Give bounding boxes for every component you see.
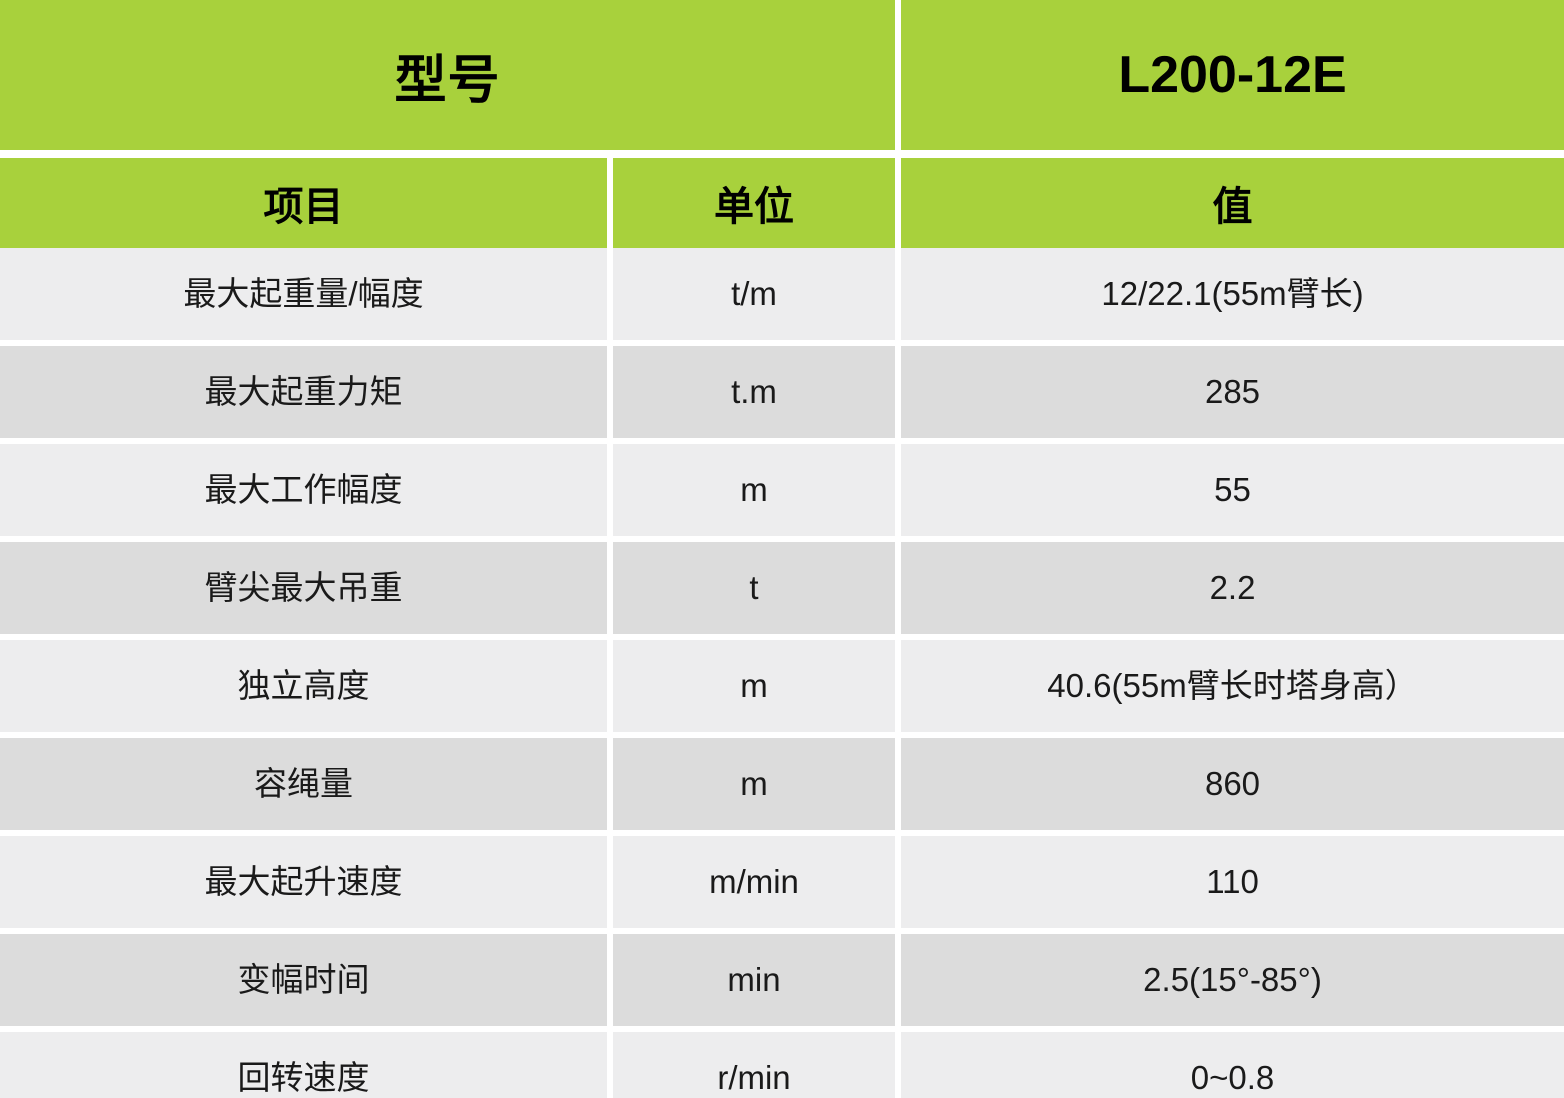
row-unit-cell: m [613, 444, 895, 536]
row-value-cell: 2.5(15°-85°) [901, 934, 1564, 1026]
row-unit-cell: t.m [613, 346, 895, 438]
row-unit-cell: t/m [613, 248, 895, 340]
row-value-cell: 12/22.1(55m臂长) [901, 248, 1564, 340]
table-row: 容绳量 m 860 [0, 738, 1564, 830]
column-header-unit: 单位 [613, 158, 895, 248]
row-item-cell: 最大起升速度 [0, 836, 607, 928]
row-unit-cell: t [613, 542, 895, 634]
table-row: 回转速度 r/min 0~0.8 [0, 1032, 1564, 1098]
row-value-cell: 860 [901, 738, 1564, 830]
row-item-cell: 最大工作幅度 [0, 444, 607, 536]
table-row: 最大起升速度 m/min 110 [0, 836, 1564, 928]
column-header-item: 项目 [0, 158, 607, 248]
model-value-cell: L200-12E [901, 0, 1564, 150]
row-value-cell: 2.2 [901, 542, 1564, 634]
table-row: 最大工作幅度 m 55 [0, 444, 1564, 536]
row-value-cell: 285 [901, 346, 1564, 438]
row-unit-cell: m [613, 640, 895, 732]
model-header-row: 型号 L200-12E [0, 0, 1564, 150]
row-unit-cell: r/min [613, 1032, 895, 1098]
row-unit-cell: m/min [613, 836, 895, 928]
row-value-cell: 0~0.8 [901, 1032, 1564, 1098]
column-header-row: 项目 单位 值 [0, 158, 1564, 248]
row-item-cell: 回转速度 [0, 1032, 607, 1098]
table-row: 最大起重量/幅度 t/m 12/22.1(55m臂长) [0, 248, 1564, 340]
table-body: 最大起重量/幅度 t/m 12/22.1(55m臂长) 最大起重力矩 t.m 285 最大工… [0, 248, 1564, 1098]
row-item-cell: 臂尖最大吊重 [0, 542, 607, 634]
row-unit-cell: min [613, 934, 895, 1026]
row-item-cell: 变幅时间 [0, 934, 607, 1026]
row-unit-cell: m [613, 738, 895, 830]
column-header-value: 值 [901, 158, 1564, 248]
model-label-cell: 型号 [0, 0, 895, 150]
table-row: 独立高度 m 40.6(55m臂长时塔身高） [0, 640, 1564, 732]
row-item-cell: 最大起重量/幅度 [0, 248, 607, 340]
row-item-cell: 容绳量 [0, 738, 607, 830]
row-item-cell: 独立高度 [0, 640, 607, 732]
row-value-cell: 55 [901, 444, 1564, 536]
table-row: 变幅时间 min 2.5(15°-85°) [0, 934, 1564, 1026]
row-item-cell: 最大起重力矩 [0, 346, 607, 438]
row-value-cell: 40.6(55m臂长时塔身高） [901, 640, 1564, 732]
table-row: 最大起重力矩 t.m 285 [0, 346, 1564, 438]
table-row: 臂尖最大吊重 t 2.2 [0, 542, 1564, 634]
row-value-cell: 110 [901, 836, 1564, 928]
